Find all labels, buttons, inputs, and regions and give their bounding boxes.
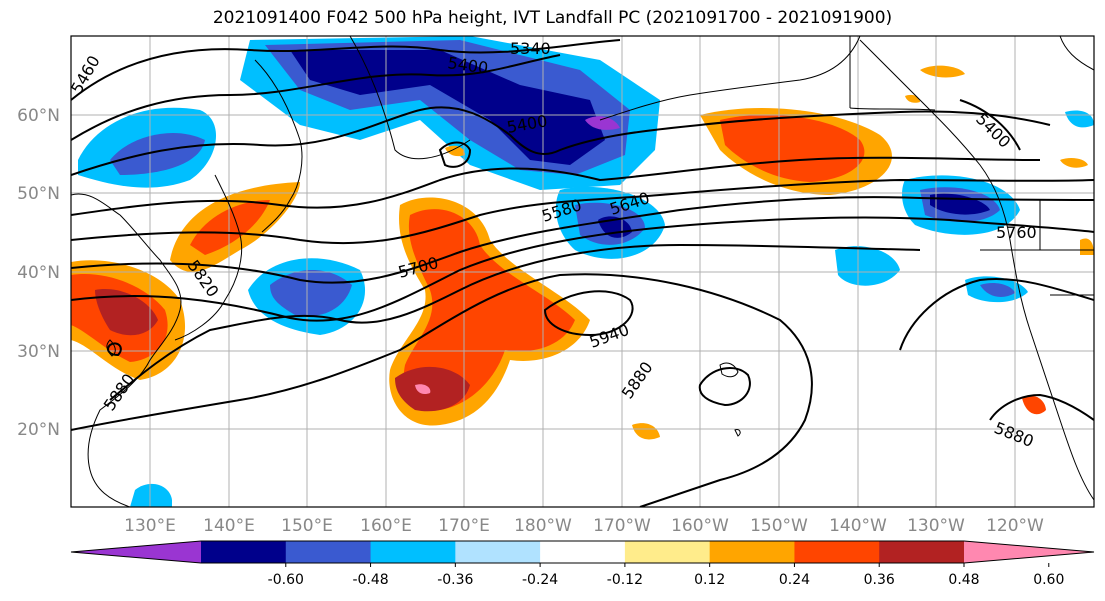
colorbar-segment [624,541,711,563]
colorbar-segment [879,541,965,563]
lat-label: 20°N [17,420,60,440]
colorbar-tick-label: 0.36 [864,572,895,588]
colorbar-tick-label: 0.12 [694,572,725,588]
contour-label: 5940 [587,320,632,352]
lon-label: 120°W [986,516,1044,536]
colorbar-tick-label: -0.36 [437,572,473,588]
contour-label: 5400 [972,109,1014,151]
lon-label: 150°E [281,516,333,536]
colorbar-tick-label: -0.60 [268,572,304,588]
lon-label: 170°E [438,516,490,536]
colorbar-segment [201,541,287,563]
colorbar-tick-label: 0.24 [779,572,810,588]
colorbar-tick-label: 0.60 [1033,572,1064,588]
lon-label: 140°E [203,516,255,536]
height-contours [71,39,1094,507]
map-frame [70,35,1095,508]
political-borders [849,36,1094,296]
lon-label: 160°E [360,516,412,536]
colorbar-tick-label: -0.24 [522,572,558,588]
lat-label: 60°N [17,106,60,126]
contour-label: 5880 [618,358,657,402]
lon-label: 130°W [907,516,965,536]
colorbar-tick-label: 0.48 [948,572,979,588]
lat-label: 40°N [17,263,60,283]
colorbar-segment [370,541,456,563]
colorbar-segment [709,541,795,563]
lat-label: 30°N [17,342,60,362]
longitude-labels: 130°E 140°E 150°E 160°E 170°E 180°W 170°… [124,516,1044,536]
lon-label: 150°W [750,516,808,536]
colorbar-extend-high [964,541,1094,563]
latitude-labels: 60°N 50°N 40°N 30°N 20°N [17,106,60,440]
contour-label: 5340 [510,39,551,58]
colorbar-extend-low [71,541,201,563]
lat-label: 50°N [17,184,60,204]
lon-label: 130°E [124,516,176,536]
lon-label: 180°W [514,516,572,536]
lon-label: 170°W [593,516,651,536]
lon-label: 160°W [671,516,729,536]
lon-label: 140°W [829,516,887,536]
colorbar-segment [285,541,372,563]
contour-label: 5760 [996,223,1037,242]
colorbar-outline [70,540,1095,564]
map-title: 2021091400 F042 500 hPa height, IVT Land… [212,8,893,28]
colorbar-segment [794,541,880,563]
colorbar-segment [540,541,626,563]
map-panel [71,36,1094,507]
contour-label: 5880 [992,418,1037,451]
colorbar-tick-label: -0.48 [352,572,388,588]
gridlines [71,36,1094,507]
colorbar-tick-label: -0.12 [607,572,643,588]
colorbar-segment [455,541,541,563]
colorbar: -0.60 -0.48 -0.36 -0.24 -0.12 0.12 0.24 0.36 0.4… [70,540,1095,588]
ivt-positive-anomaly-fields [71,65,1094,440]
contour-label: 5460 [67,52,104,97]
